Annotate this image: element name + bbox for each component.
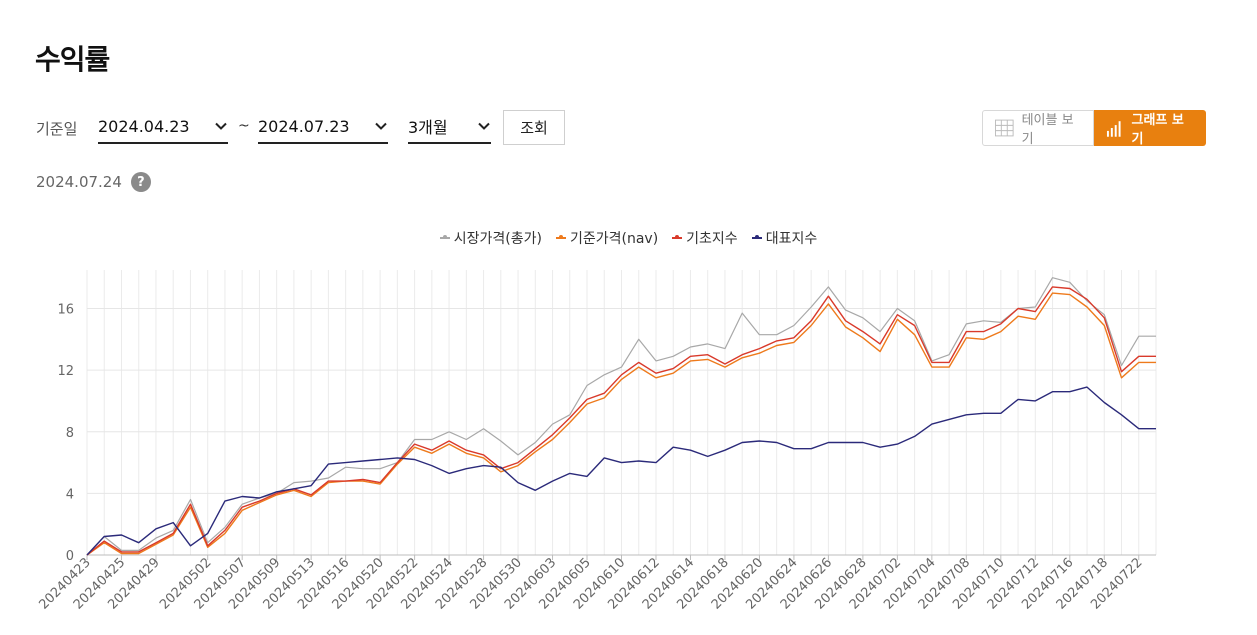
base-date-label: 기준일 bbox=[36, 120, 78, 138]
legend-item-4[interactable]: 대표지수 bbox=[751, 228, 818, 248]
table-view-label: 테이블 보기 bbox=[1021, 113, 1074, 147]
legend-line-marker-icon bbox=[555, 235, 566, 239]
table-grid-icon bbox=[995, 119, 1014, 137]
view-toggle: 테이블 보기 그래프 보기 bbox=[982, 110, 1206, 147]
returns-line-chart: 0481216202404232024042520240429202405022… bbox=[36, 270, 1157, 613]
series-line-3 bbox=[86, 286, 1156, 556]
date-range-separator: ~ bbox=[238, 118, 250, 134]
legend-label: 기초지수 bbox=[686, 231, 738, 247]
as-of-date-value: 2024.07.24 bbox=[36, 173, 122, 191]
legend-line-marker-icon bbox=[751, 235, 762, 239]
page-title: 수익률 bbox=[35, 43, 110, 76]
start-date-select[interactable]: 2024.04.23 bbox=[98, 110, 228, 144]
y-tick-label: 8 bbox=[66, 426, 74, 441]
legend-item-1[interactable]: 시장가격(총가) bbox=[439, 228, 542, 248]
chart-legend: 시장가격(총가) 기준가격(nav) 기초지수 대표지수 bbox=[0, 228, 1257, 248]
series-line-2 bbox=[86, 292, 1156, 556]
chevron-down-icon bbox=[375, 122, 387, 130]
end-date-value: 2024.07.23 bbox=[258, 116, 350, 136]
legend-line-marker-icon bbox=[672, 235, 683, 239]
graph-view-button[interactable]: 그래프 보기 bbox=[1094, 110, 1206, 147]
graph-view-label: 그래프 보기 bbox=[1131, 113, 1184, 147]
series-line-4 bbox=[86, 386, 1156, 556]
legend-line-marker-icon bbox=[439, 235, 450, 239]
table-view-button[interactable]: 테이블 보기 bbox=[982, 110, 1094, 147]
y-tick-label: 16 bbox=[57, 303, 74, 318]
end-date-select[interactable]: 2024.07.23 bbox=[258, 110, 388, 144]
start-date-value: 2024.04.23 bbox=[98, 116, 190, 136]
legend-label: 시장가격(총가) bbox=[453, 231, 542, 247]
as-of-date: 2024.07.24 ? bbox=[36, 172, 151, 192]
bar-chart-icon bbox=[1106, 121, 1121, 137]
legend-label: 기준가격(nav) bbox=[569, 231, 659, 247]
chevron-down-icon bbox=[215, 122, 227, 130]
help-icon[interactable]: ? bbox=[130, 172, 151, 192]
y-tick-label: 0 bbox=[66, 549, 74, 564]
chevron-down-icon bbox=[478, 122, 490, 130]
period-select[interactable]: 3개월 bbox=[408, 110, 491, 144]
search-button[interactable]: 조회 bbox=[503, 110, 565, 145]
y-tick-label: 4 bbox=[66, 487, 74, 502]
legend-item-2[interactable]: 기준가격(nav) bbox=[555, 228, 659, 248]
y-tick-label: 12 bbox=[57, 364, 74, 379]
legend-item-3[interactable]: 기초지수 bbox=[672, 228, 738, 248]
period-value: 3개월 bbox=[408, 118, 448, 137]
legend-label: 대표지수 bbox=[765, 231, 818, 247]
